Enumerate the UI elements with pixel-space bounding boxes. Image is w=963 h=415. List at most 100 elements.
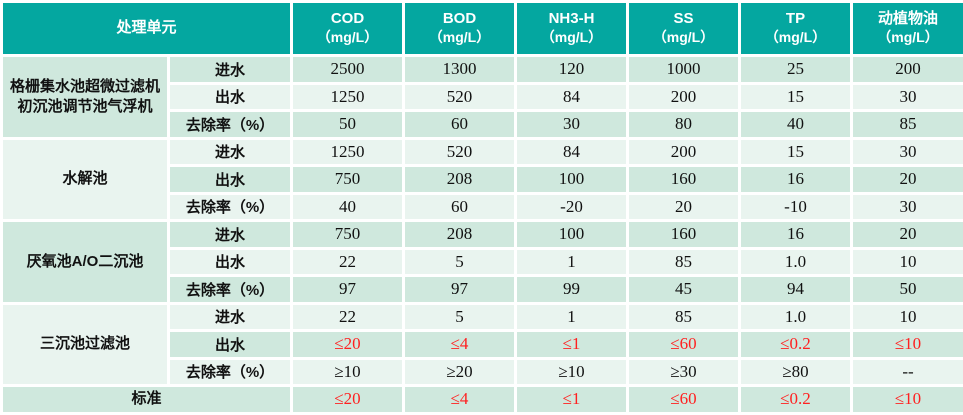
- value-cell: 16: [740, 221, 852, 249]
- value-cell: 15: [740, 138, 852, 166]
- value-cell: 40: [740, 111, 852, 139]
- header-bod-unit: （mg/L）: [407, 29, 512, 47]
- value-cell: ≥20: [404, 358, 516, 386]
- value-cell: 85: [628, 303, 740, 331]
- value-cell: 100: [516, 166, 628, 194]
- row-label-influent: 进水: [169, 221, 292, 249]
- value-cell: 750: [292, 166, 404, 194]
- standard-value-cell: ≤10: [852, 386, 963, 414]
- header-cod-name: COD: [295, 10, 400, 29]
- value-cell: 1300: [404, 56, 516, 84]
- value-cell: ≥10: [516, 358, 628, 386]
- value-cell: 750: [292, 221, 404, 249]
- standard-label: 标准: [2, 386, 292, 414]
- value-cell: 84: [516, 138, 628, 166]
- value-cell: 80: [628, 111, 740, 139]
- value-cell: 520: [404, 83, 516, 111]
- value-cell: 94: [740, 276, 852, 304]
- value-cell: 30: [852, 193, 963, 221]
- column-header-bod: BOD （mg/L）: [404, 2, 516, 56]
- value-cell: 22: [292, 248, 404, 276]
- value-cell: 5: [404, 248, 516, 276]
- value-cell: 60: [404, 193, 516, 221]
- column-header-nh3: NH3-H （mg/L）: [516, 2, 628, 56]
- value-cell: 208: [404, 166, 516, 194]
- value-cell: 100: [516, 221, 628, 249]
- value-cell: 160: [628, 221, 740, 249]
- group-label-anaerobic-ao: 厌氧池A/O二沉池: [2, 221, 169, 304]
- value-cell: 5: [404, 303, 516, 331]
- group-label-pretreatment: 格栅集水池超微过滤机初沉池调节池气浮机: [2, 56, 169, 139]
- standard-value-cell: ≤0.2: [740, 386, 852, 414]
- value-cell: 208: [404, 221, 516, 249]
- limit-value-cell: ≤20: [292, 331, 404, 359]
- row-label-influent: 进水: [169, 303, 292, 331]
- value-cell: ≥30: [628, 358, 740, 386]
- value-cell: 1250: [292, 138, 404, 166]
- value-cell: 30: [852, 83, 963, 111]
- column-header-unit: 处理单元: [2, 2, 292, 56]
- standard-value-cell: ≤1: [516, 386, 628, 414]
- value-cell: 1000: [628, 56, 740, 84]
- table-row: 厌氧池A/O二沉池 进水 750 208 100 160 16 20: [2, 221, 963, 249]
- value-cell: -20: [516, 193, 628, 221]
- value-cell: 97: [404, 276, 516, 304]
- value-cell: 22: [292, 303, 404, 331]
- value-cell: 10: [852, 248, 963, 276]
- header-oil-unit: （mg/L）: [855, 29, 961, 47]
- header-ss-unit: （mg/L）: [631, 29, 736, 47]
- table-row: 三沉池过滤池 进水 22 5 1 85 1.0 10: [2, 303, 963, 331]
- value-cell: 84: [516, 83, 628, 111]
- value-cell: ≥80: [740, 358, 852, 386]
- column-header-oil: 动植物油 （mg/L）: [852, 2, 963, 56]
- value-cell: 30: [516, 111, 628, 139]
- header-tp-name: TP: [743, 10, 848, 29]
- limit-value-cell: ≤60: [628, 331, 740, 359]
- value-cell: 99: [516, 276, 628, 304]
- value-cell: 120: [516, 56, 628, 84]
- column-header-ss: SS （mg/L）: [628, 2, 740, 56]
- value-cell: 97: [292, 276, 404, 304]
- table-row: 格栅集水池超微过滤机初沉池调节池气浮机 进水 2500 1300 120 100…: [2, 56, 963, 84]
- row-label-effluent: 出水: [169, 83, 292, 111]
- limit-value-cell: ≤4: [404, 331, 516, 359]
- header-nh3-name: NH3-H: [519, 10, 624, 29]
- value-cell: -10: [740, 193, 852, 221]
- value-cell: 1250: [292, 83, 404, 111]
- column-header-tp: TP （mg/L）: [740, 2, 852, 56]
- limit-value-cell: ≤0.2: [740, 331, 852, 359]
- value-cell: 1.0: [740, 303, 852, 331]
- row-label-influent: 进水: [169, 56, 292, 84]
- value-cell: ≥10: [292, 358, 404, 386]
- header-cod-unit: （mg/L）: [295, 29, 400, 47]
- value-cell: 15: [740, 83, 852, 111]
- row-label-removal: 去除率（%）: [169, 276, 292, 304]
- group-label-hydrolysis: 水解池: [2, 138, 169, 221]
- value-cell: 16: [740, 166, 852, 194]
- standard-value-cell: ≤20: [292, 386, 404, 414]
- value-cell: 1: [516, 248, 628, 276]
- row-label-removal: 去除率（%）: [169, 193, 292, 221]
- value-cell: 1.0: [740, 248, 852, 276]
- value-cell: 60: [404, 111, 516, 139]
- group-label-tertiary-filter: 三沉池过滤池: [2, 303, 169, 386]
- value-cell: 200: [852, 56, 963, 84]
- value-cell: 50: [852, 276, 963, 304]
- value-cell: --: [852, 358, 963, 386]
- header-nh3-unit: （mg/L）: [519, 29, 624, 47]
- row-label-effluent: 出水: [169, 248, 292, 276]
- standard-value-cell: ≤60: [628, 386, 740, 414]
- standard-value-cell: ≤4: [404, 386, 516, 414]
- value-cell: 85: [852, 111, 963, 139]
- value-cell: 40: [292, 193, 404, 221]
- row-label-removal: 去除率（%）: [169, 111, 292, 139]
- standard-row: 标准 ≤20 ≤4 ≤1 ≤60 ≤0.2 ≤10: [2, 386, 963, 414]
- header-oil-name: 动植物油: [855, 10, 961, 29]
- value-cell: 25: [740, 56, 852, 84]
- row-label-influent: 进水: [169, 138, 292, 166]
- value-cell: 200: [628, 83, 740, 111]
- header-ss-name: SS: [631, 10, 736, 29]
- value-cell: 20: [852, 166, 963, 194]
- value-cell: 520: [404, 138, 516, 166]
